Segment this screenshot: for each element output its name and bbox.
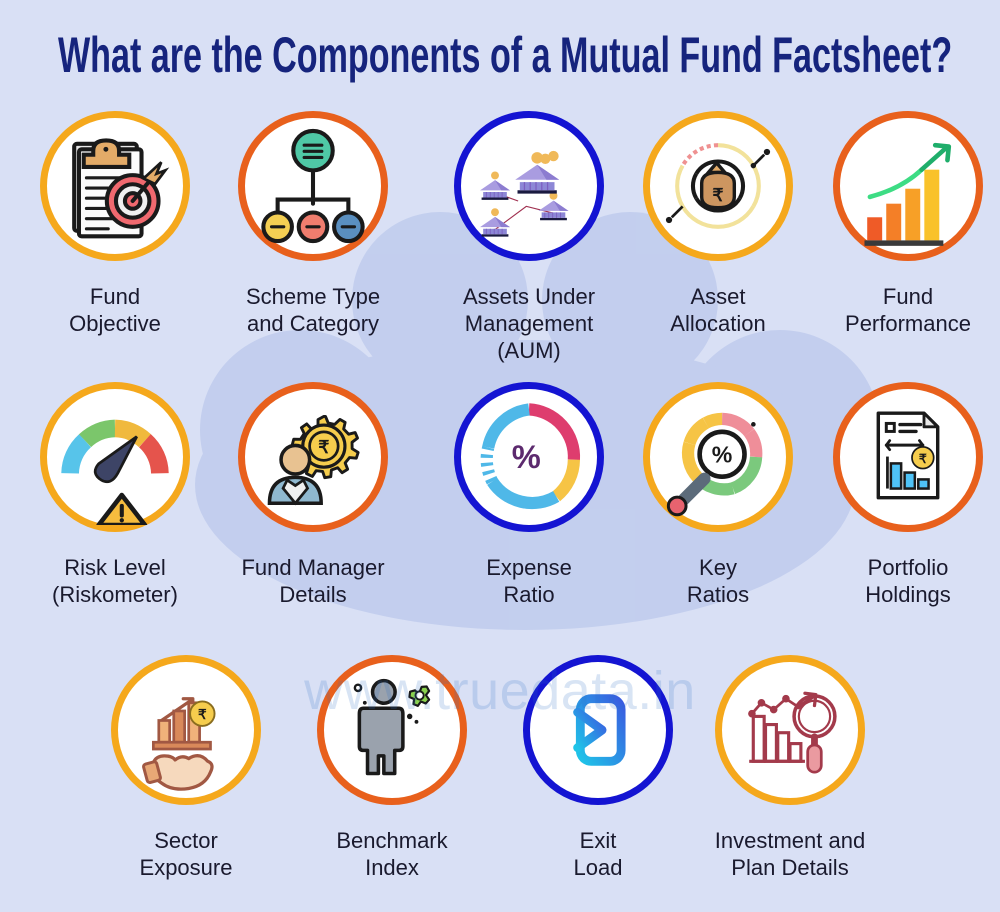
- svg-text:₹: ₹: [198, 707, 207, 722]
- svg-text:₹: ₹: [919, 452, 928, 466]
- svg-text:%: %: [512, 438, 541, 475]
- svg-text:₹: ₹: [712, 185, 724, 205]
- svg-text:%: %: [712, 441, 733, 467]
- svg-text:₹: ₹: [318, 437, 330, 457]
